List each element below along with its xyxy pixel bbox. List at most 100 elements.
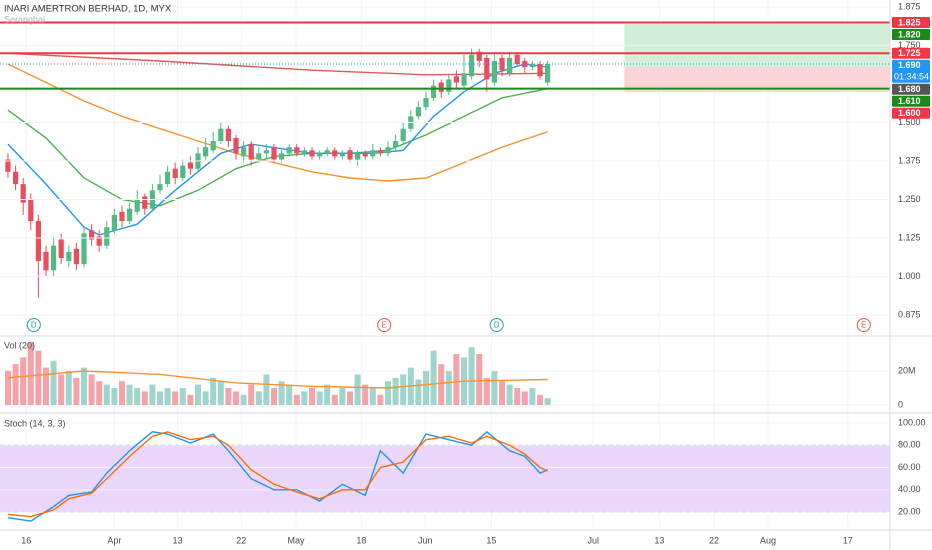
candle-body [301, 150, 307, 154]
stoch-band [0, 445, 890, 513]
candle-body [461, 73, 467, 86]
candle-body [324, 150, 330, 154]
volume-bar [202, 391, 209, 406]
candle-body [157, 184, 163, 191]
pane-title: Vol (20) [4, 340, 35, 350]
volume-bar [27, 342, 34, 406]
volume-bar [377, 394, 384, 406]
volume-bar [392, 377, 399, 406]
candle-body [339, 153, 345, 157]
candle-body [233, 137, 239, 154]
volume-bar [73, 377, 80, 406]
candle-body [278, 153, 285, 160]
candle-body [240, 147, 247, 157]
candle-body [491, 60, 498, 83]
y-tick-label: 1.375 [898, 155, 921, 165]
x-tick-label: Aug [760, 535, 776, 545]
volume-bar [179, 388, 186, 406]
candle-body [187, 162, 193, 169]
candle-body [50, 245, 57, 271]
price-tag-label: 1.820 [898, 29, 921, 39]
event-label: D [31, 321, 37, 330]
volume-bar [111, 388, 118, 406]
price-tag [892, 83, 930, 95]
x-tick-label: 22 [709, 535, 719, 545]
candle-body [119, 211, 125, 222]
volume-bar [362, 384, 369, 406]
volume-bar [346, 391, 353, 406]
position-stop-zone [624, 67, 890, 92]
volume-bar [293, 394, 300, 406]
volume-bar [4, 371, 11, 406]
volume-bar [384, 381, 391, 406]
candle-body [453, 76, 460, 83]
event-label: E [861, 321, 866, 330]
volume-bar [270, 388, 277, 406]
volume-bar [339, 388, 346, 406]
candle-body [142, 196, 148, 209]
price-tag-label: 1.680 [898, 84, 921, 94]
volume-bar [468, 347, 475, 406]
volume-bar [453, 354, 460, 406]
candle-body [316, 153, 323, 157]
candle-body [362, 153, 368, 157]
y-tick-label: 100.00 [898, 417, 926, 427]
candle-body [446, 79, 452, 92]
volume-bar [126, 384, 133, 406]
volume-bar [415, 379, 422, 406]
volume-bar [134, 388, 141, 406]
candle-body [537, 64, 543, 77]
candle-body [111, 214, 117, 231]
y-tick-label: 80.00 [898, 440, 921, 450]
volume-bar [50, 360, 57, 406]
x-tick-label: 18 [356, 535, 366, 545]
volume-bar [331, 394, 338, 406]
candle-body [309, 150, 315, 157]
volume-bar [263, 374, 270, 406]
volume-bar [354, 374, 361, 406]
volume-bar [58, 374, 65, 406]
volume-bar [210, 377, 217, 406]
candle-body [423, 97, 429, 108]
volume-bar [438, 364, 445, 406]
candle-body [81, 233, 87, 265]
volume-bar [164, 388, 171, 406]
candle-body [392, 141, 399, 148]
volume-bar [225, 388, 232, 406]
volume-bar [324, 384, 331, 406]
candle-body [96, 236, 102, 246]
price-tag-label: 1.725 [898, 48, 921, 58]
candle-body [370, 150, 376, 157]
candle-body [73, 248, 79, 265]
price-tag-label: 1.690 [898, 60, 921, 70]
volume-bar [422, 371, 429, 406]
candle-body [354, 153, 361, 160]
price-tag [892, 95, 930, 107]
price-tag [892, 47, 930, 59]
volume-bar [232, 391, 239, 406]
x-tick-label: 17 [843, 535, 853, 545]
volume-bar [301, 391, 308, 406]
candle-body [294, 147, 300, 154]
candle-body [164, 171, 171, 185]
x-tick-label: 13 [654, 535, 664, 545]
volume-bar [445, 371, 452, 406]
stoch-line [7, 430, 548, 522]
volume-bar [65, 371, 72, 406]
x-tick-label: 15 [486, 535, 496, 545]
price-tag-label: 1.610 [898, 96, 921, 106]
candle-body [58, 239, 64, 259]
candle-body [248, 144, 254, 160]
candle-body [88, 230, 95, 240]
volume-bar [255, 391, 262, 406]
volume-bar [118, 381, 125, 406]
volume-bar [544, 398, 551, 406]
event-label: D [494, 321, 500, 330]
candle-body [5, 159, 11, 172]
candle-body [430, 85, 437, 98]
stoch-line [7, 431, 548, 518]
candle-body [202, 147, 209, 157]
volume-bar [20, 357, 27, 406]
volume-bar [80, 367, 87, 406]
candle-body [332, 150, 338, 157]
